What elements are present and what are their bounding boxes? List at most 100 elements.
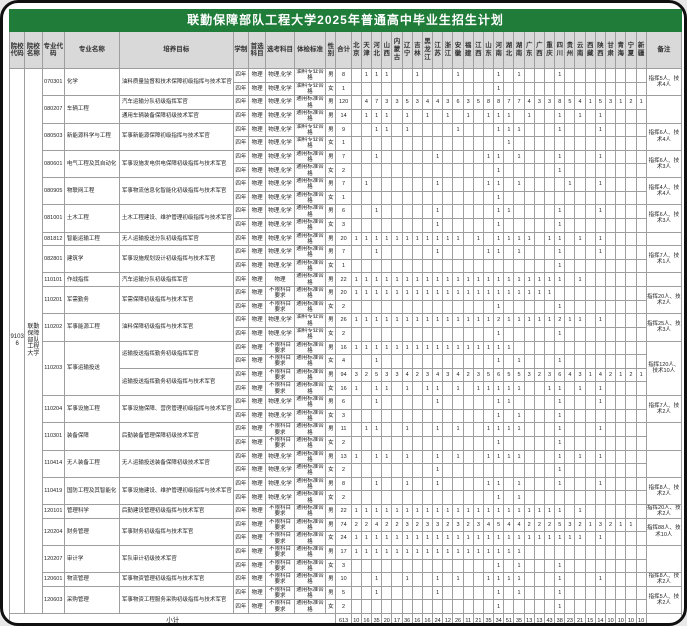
- province-count-5: 1: [401, 272, 413, 287]
- province-count-20: 1: [554, 435, 566, 451]
- province-count-19: [543, 422, 556, 437]
- province-count-1: 1: [360, 177, 373, 192]
- province-count-19: [543, 177, 556, 192]
- province-count-19: [543, 354, 556, 369]
- subtotal-province-25: 10: [604, 613, 617, 623]
- province-count-17: [523, 204, 535, 219]
- province-count-17: [523, 68, 535, 83]
- province-count-26: [615, 217, 627, 233]
- gender: 女: [325, 408, 337, 424]
- province-count-23: [584, 190, 596, 206]
- province-count-0: [350, 354, 362, 369]
- province-count-0: [350, 435, 362, 451]
- province-count-17: [523, 177, 535, 192]
- gender: 女: [325, 258, 337, 274]
- province-count-22: 2: [574, 517, 586, 533]
- province-count-19: 2: [543, 517, 556, 533]
- row-total: 6: [335, 204, 352, 219]
- province-count-16: 1: [513, 476, 525, 492]
- province-count-10: 1: [452, 272, 464, 287]
- exam-subjects: 物理,化学: [265, 122, 295, 138]
- province-count-14: 1: [493, 435, 505, 451]
- first-subject: 物理: [247, 258, 267, 274]
- province-count-28: [635, 108, 647, 124]
- province-count-10: 1: [452, 449, 464, 465]
- table-row: 四年 物理 物理,化学 通用标准合格女 2 1 1: [10, 490, 682, 505]
- province-count-21: [564, 217, 576, 233]
- row-total: 3: [335, 408, 352, 424]
- study-years: 四年: [232, 381, 250, 396]
- province-count-5: [401, 136, 413, 151]
- province-count-13: [482, 435, 495, 451]
- province-count-22: 1: [574, 449, 586, 465]
- province-count-12: [472, 476, 484, 492]
- province-count-17: [523, 190, 535, 206]
- province-count-7: [421, 558, 434, 574]
- province-count-8: 1: [432, 177, 444, 192]
- row-total: 1: [335, 136, 352, 151]
- province-count-3: [381, 558, 393, 574]
- remark: [645, 544, 683, 574]
- province-count-19: [543, 558, 556, 574]
- province-count-22: [574, 217, 586, 233]
- province-count-1: [360, 258, 373, 274]
- province-count-14: 1: [493, 476, 505, 492]
- exam-subjects: 物理,化学: [265, 217, 295, 233]
- study-years: 四年: [232, 340, 250, 356]
- province-count-7: 3: [421, 517, 434, 533]
- province-count-25: [604, 108, 617, 124]
- province-count-12: [472, 599, 484, 614]
- province-count-12: [472, 204, 484, 219]
- province-count-1: [360, 463, 373, 478]
- province-count-13: [482, 68, 495, 83]
- province-count-1: [360, 585, 373, 601]
- province-count-9: [442, 81, 454, 97]
- province-count-13: [482, 258, 495, 274]
- province-count-23: [584, 272, 596, 287]
- province-count-20: 1: [554, 204, 566, 219]
- province-count-8: [432, 558, 444, 574]
- province-count-22: [574, 286, 586, 301]
- exam-subjects: 物理,化学: [265, 163, 295, 178]
- province-count-15: 1: [503, 122, 515, 138]
- province-count-2: 1: [371, 354, 383, 369]
- table-row: 120101 管理科学 后勤建设管理初级指挥与技术军官 四年 物理 不限科目要求 通用标准合…: [10, 504, 683, 519]
- province-count-14: 5: [493, 517, 505, 533]
- province-count-0: 1: [350, 449, 362, 465]
- province-count-12: [472, 449, 484, 465]
- province-count-8: 1: [432, 544, 444, 560]
- province-count-12: [472, 354, 484, 369]
- province-count-15: [503, 177, 515, 192]
- province-count-13: [482, 395, 495, 410]
- table-row: 四年 物理 不限科目要求 通用标准合格女 4 1 1 1 1: [10, 354, 682, 369]
- major-code: 110419: [41, 476, 65, 506]
- first-subject: 物理: [247, 272, 267, 287]
- province-count-4: 2: [391, 517, 403, 533]
- province-count-7: [421, 190, 434, 206]
- province-count-11: [462, 326, 474, 342]
- province-count-12: 5: [472, 95, 484, 110]
- province-count-5: [401, 163, 413, 178]
- province-count-11: [462, 204, 474, 219]
- gender: 男: [325, 313, 337, 328]
- province-count-24: [594, 326, 607, 342]
- province-count-8: [432, 68, 444, 83]
- province-count-0: [350, 463, 362, 478]
- province-count-25: 3: [604, 95, 617, 110]
- province-count-20: 1: [554, 599, 566, 614]
- first-subject: 物理: [247, 340, 267, 356]
- province-count-7: [421, 449, 434, 465]
- training-target: 无人运输投送分队初级指挥军官: [118, 231, 234, 247]
- province-count-28: 1: [635, 95, 647, 110]
- province-count-28: [635, 149, 647, 165]
- province-count-18: [533, 136, 545, 151]
- province-count-10: 1: [452, 313, 464, 328]
- province-count-24: 1: [594, 449, 607, 465]
- province-count-8: 1: [432, 272, 444, 287]
- major-name: 审计学: [63, 544, 120, 574]
- province-count-3: [381, 177, 393, 192]
- study-years: 四年: [232, 354, 250, 369]
- first-subject: 物理: [247, 354, 267, 369]
- subtotal-province-12: 21: [472, 613, 484, 623]
- province-count-0: [350, 204, 362, 219]
